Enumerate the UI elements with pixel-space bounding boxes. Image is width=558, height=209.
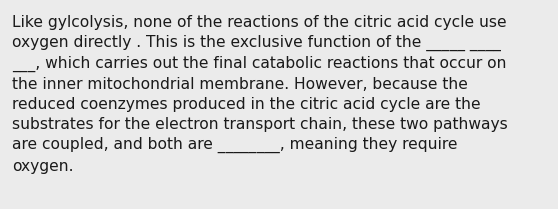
Text: Like gylcolysis, none of the reactions of the citric acid cycle use
oxygen direc: Like gylcolysis, none of the reactions o…	[12, 15, 508, 173]
